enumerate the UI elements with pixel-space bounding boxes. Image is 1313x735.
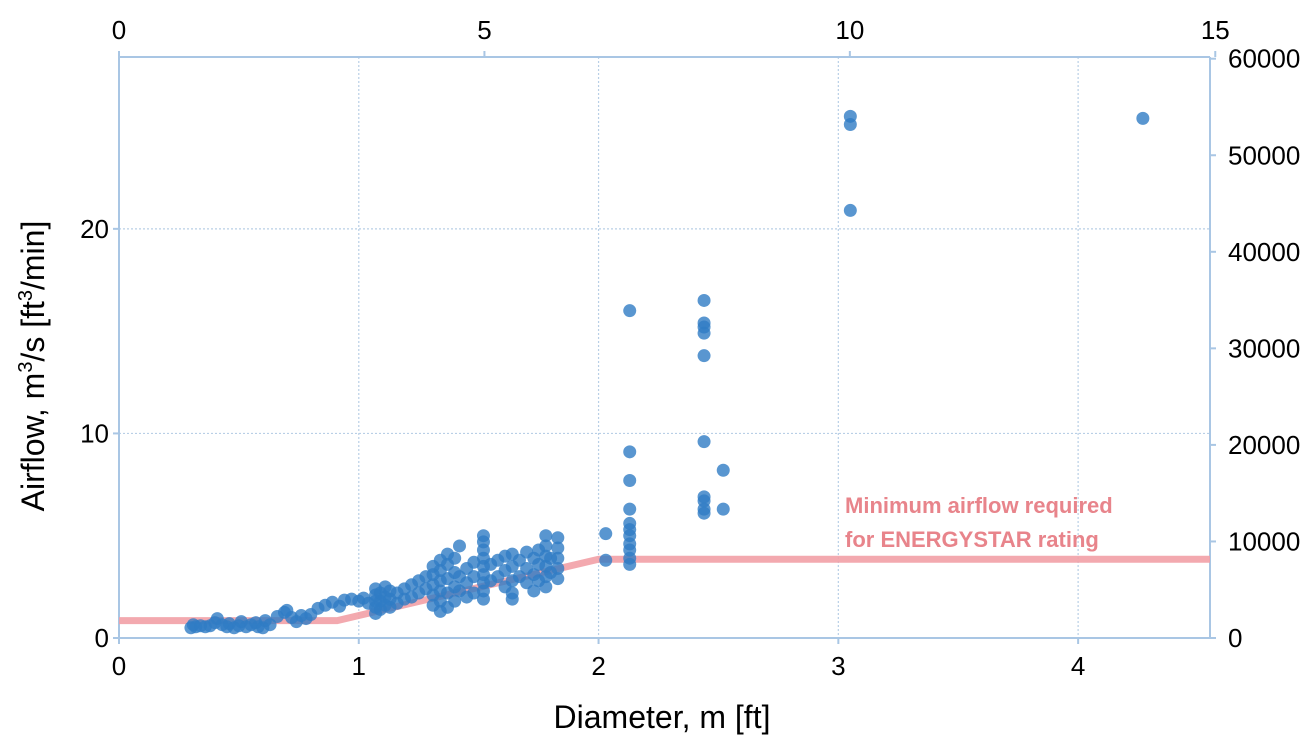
- data-point: [539, 529, 553, 543]
- data-point: [452, 539, 466, 553]
- data-point: [476, 529, 490, 543]
- y-tick-label: 20: [80, 214, 109, 244]
- data-point: [539, 580, 553, 594]
- annotation-line-1: Minimum airflow required: [845, 493, 1113, 518]
- top-x-tick-label: 5: [477, 15, 491, 45]
- data-point: [697, 293, 711, 307]
- data-points: [184, 109, 1150, 635]
- data-point: [527, 584, 541, 598]
- right-y-tick-label: 20000: [1228, 430, 1300, 460]
- data-point: [697, 349, 711, 363]
- right-y-tick-label: 50000: [1228, 140, 1300, 170]
- annotation-line-2: for ENERGYSTAR rating: [845, 527, 1099, 552]
- gridlines: [119, 57, 1210, 638]
- data-point: [623, 445, 637, 459]
- data-point: [843, 109, 857, 123]
- y-tick-label: 10: [80, 418, 109, 448]
- x-tick-label: 2: [591, 651, 605, 681]
- data-point: [551, 572, 565, 586]
- x-tick-label: 1: [352, 651, 366, 681]
- data-point: [697, 435, 711, 449]
- x-tick-label: 0: [112, 651, 126, 681]
- top-x-tick-label: 15: [1201, 15, 1230, 45]
- data-point: [551, 541, 565, 555]
- data-point: [448, 594, 462, 608]
- top-x-tick-label: 10: [835, 15, 864, 45]
- data-point: [623, 304, 637, 318]
- right-y-tick-label: 0: [1228, 623, 1242, 653]
- top-x-tick-labels: 0 5 10 15: [112, 15, 1230, 57]
- data-point: [623, 502, 637, 516]
- data-point: [551, 531, 565, 545]
- data-point: [505, 586, 519, 600]
- x-tick-labels: 0 1 2 3 4: [112, 638, 1085, 681]
- data-point: [599, 553, 613, 567]
- data-point: [551, 561, 565, 575]
- data-point: [697, 490, 711, 504]
- right-y-tick-label: 40000: [1228, 237, 1300, 267]
- x-tick-label: 4: [1071, 651, 1085, 681]
- right-y-tick-label: 60000: [1228, 44, 1300, 74]
- right-y-tick-labels: 0 10000 20000 30000 40000 50000 60000: [1210, 44, 1300, 653]
- data-point: [551, 551, 565, 565]
- data-point: [448, 551, 462, 565]
- right-y-tick-label: 30000: [1228, 333, 1300, 363]
- data-point: [843, 203, 857, 217]
- y-tick-label: 0: [95, 623, 109, 653]
- y-tick-labels: 0 10 20: [80, 214, 119, 653]
- data-point: [539, 539, 553, 553]
- data-point: [1136, 111, 1150, 125]
- data-point: [716, 463, 730, 477]
- data-point: [599, 527, 613, 541]
- data-point: [623, 473, 637, 487]
- x-tick-label: 3: [831, 651, 845, 681]
- right-y-tick-label: 10000: [1228, 526, 1300, 556]
- x-axis-title: Diameter, m [ft]: [554, 699, 771, 735]
- top-x-tick-label: 0: [112, 15, 126, 45]
- data-point: [716, 502, 730, 516]
- data-point: [623, 516, 637, 530]
- data-point: [697, 316, 711, 330]
- y-axis-title: Airflow, m3/s [ft3/min]: [15, 221, 51, 512]
